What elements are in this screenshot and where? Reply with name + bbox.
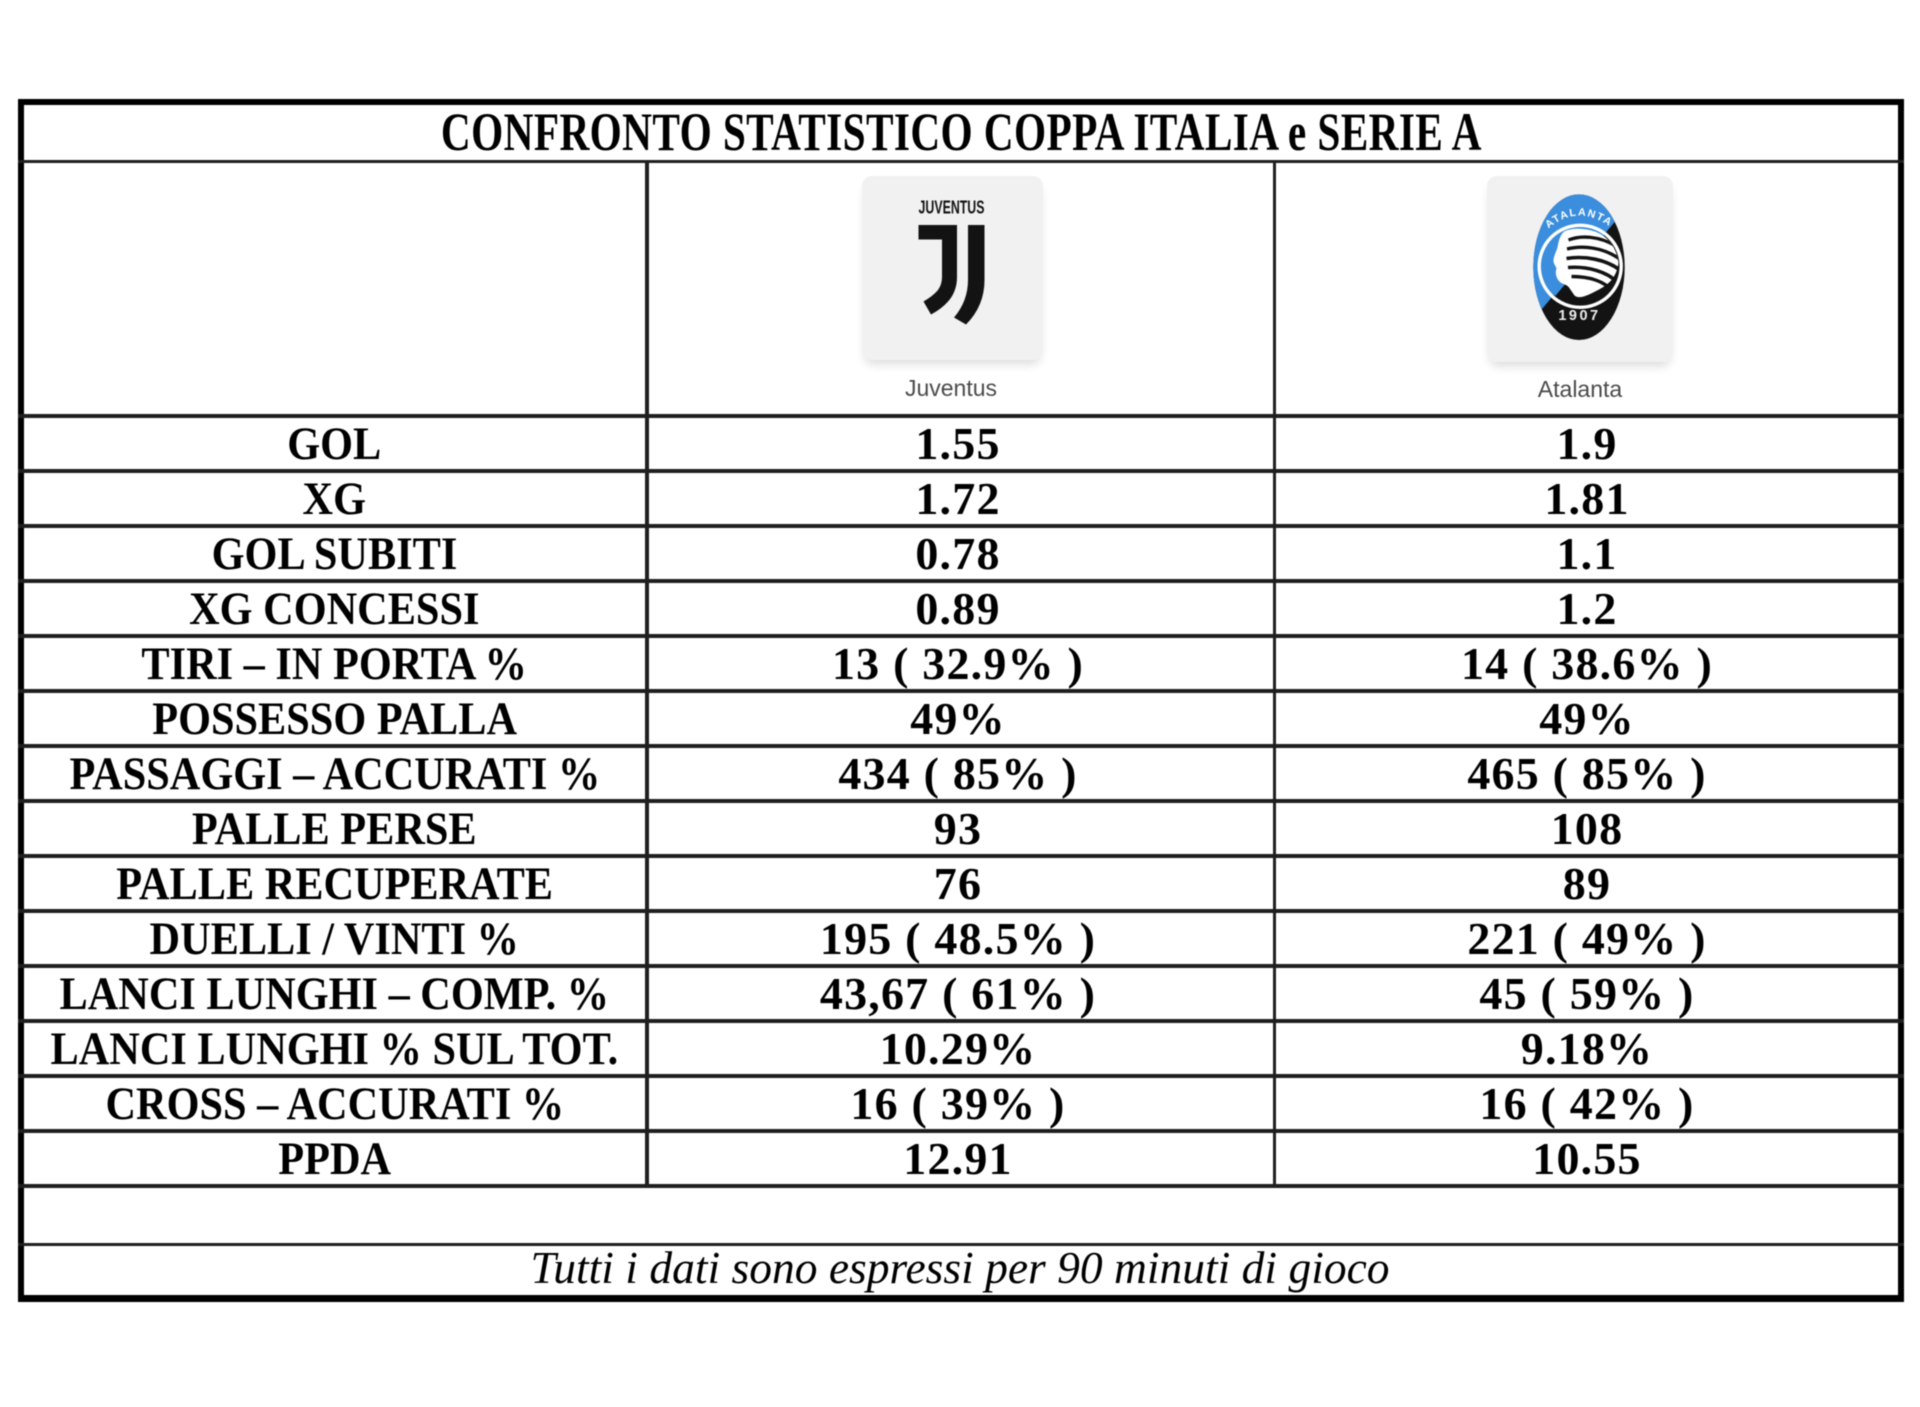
svg-text:JUVENTUS: JUVENTUS bbox=[919, 198, 985, 218]
svg-text:1907: 1907 bbox=[1558, 308, 1600, 324]
